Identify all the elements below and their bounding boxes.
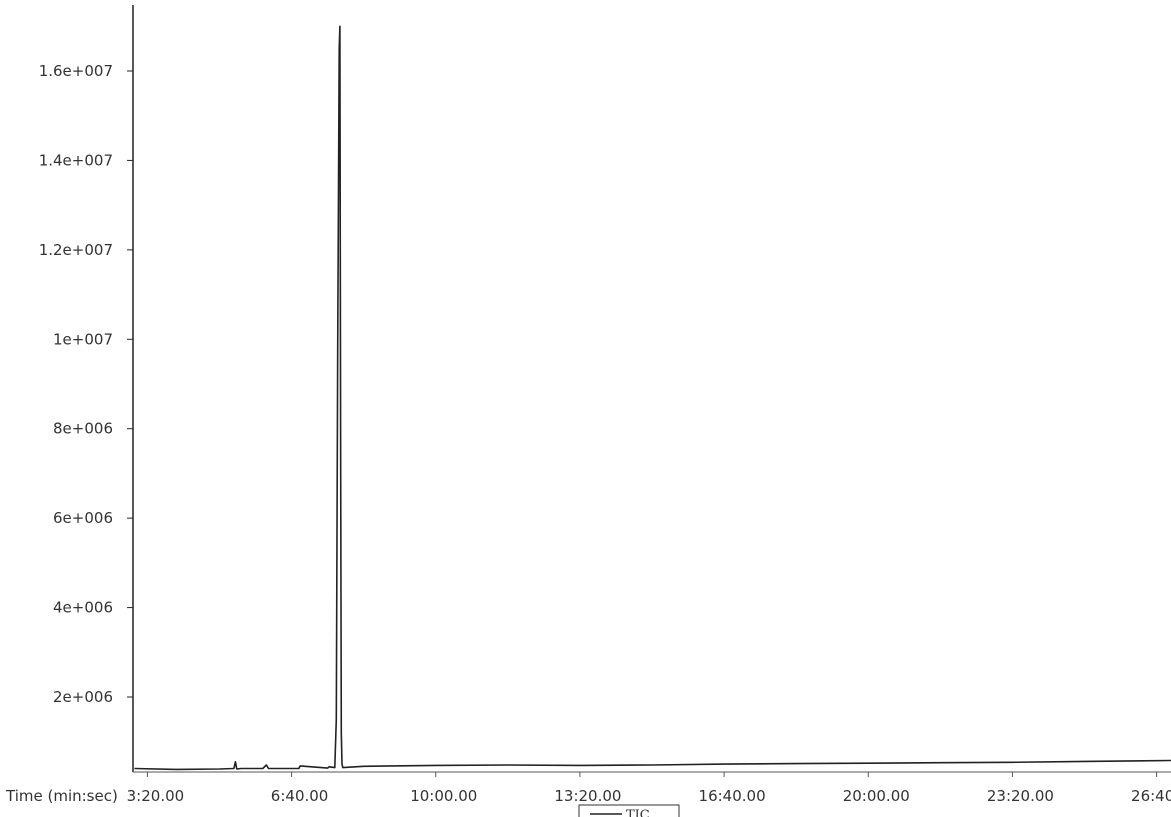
x-axis-label: Time (min:sec)	[5, 787, 118, 805]
x-tick-label: 23:20.00	[987, 787, 1054, 805]
series-line-tic	[134, 25, 1171, 771]
x-tick-label: 10:00.00	[410, 787, 477, 805]
x-tick-label: 16:40.00	[699, 787, 766, 805]
x-tick-label: 20:00.00	[843, 787, 910, 805]
y-tick-label: 2e+006	[53, 688, 113, 706]
x-tick-label: 13:20.00	[554, 787, 621, 805]
y-tick-label: 1.6e+007	[39, 62, 113, 80]
y-tick-label: 1.2e+007	[39, 241, 113, 259]
legend: TIC	[578, 804, 680, 817]
legend-entry-tic: TIC	[626, 808, 650, 817]
x-tick-label: 6:40.00	[271, 787, 329, 805]
y-tick-label: 8e+006	[53, 420, 113, 438]
y-tick-label: 1.4e+007	[39, 151, 113, 169]
y-tick-label: 1e+007	[53, 330, 113, 348]
y-axis-ticks: 2e+006 4e+006 6e+006 8e+006 1e+007 1.2e+007 1.…	[39, 62, 133, 706]
y-tick-label: 6e+006	[53, 509, 113, 527]
x-tick-label: 3:20.00	[127, 787, 185, 805]
y-tick-label: 4e+006	[53, 599, 113, 617]
x-axis-ticks: 3:20.00 6:40.00 10:00.00 13:20.00 16:40.00 20…	[127, 772, 1171, 805]
x-tick-label: 26:40.00	[1131, 787, 1171, 805]
